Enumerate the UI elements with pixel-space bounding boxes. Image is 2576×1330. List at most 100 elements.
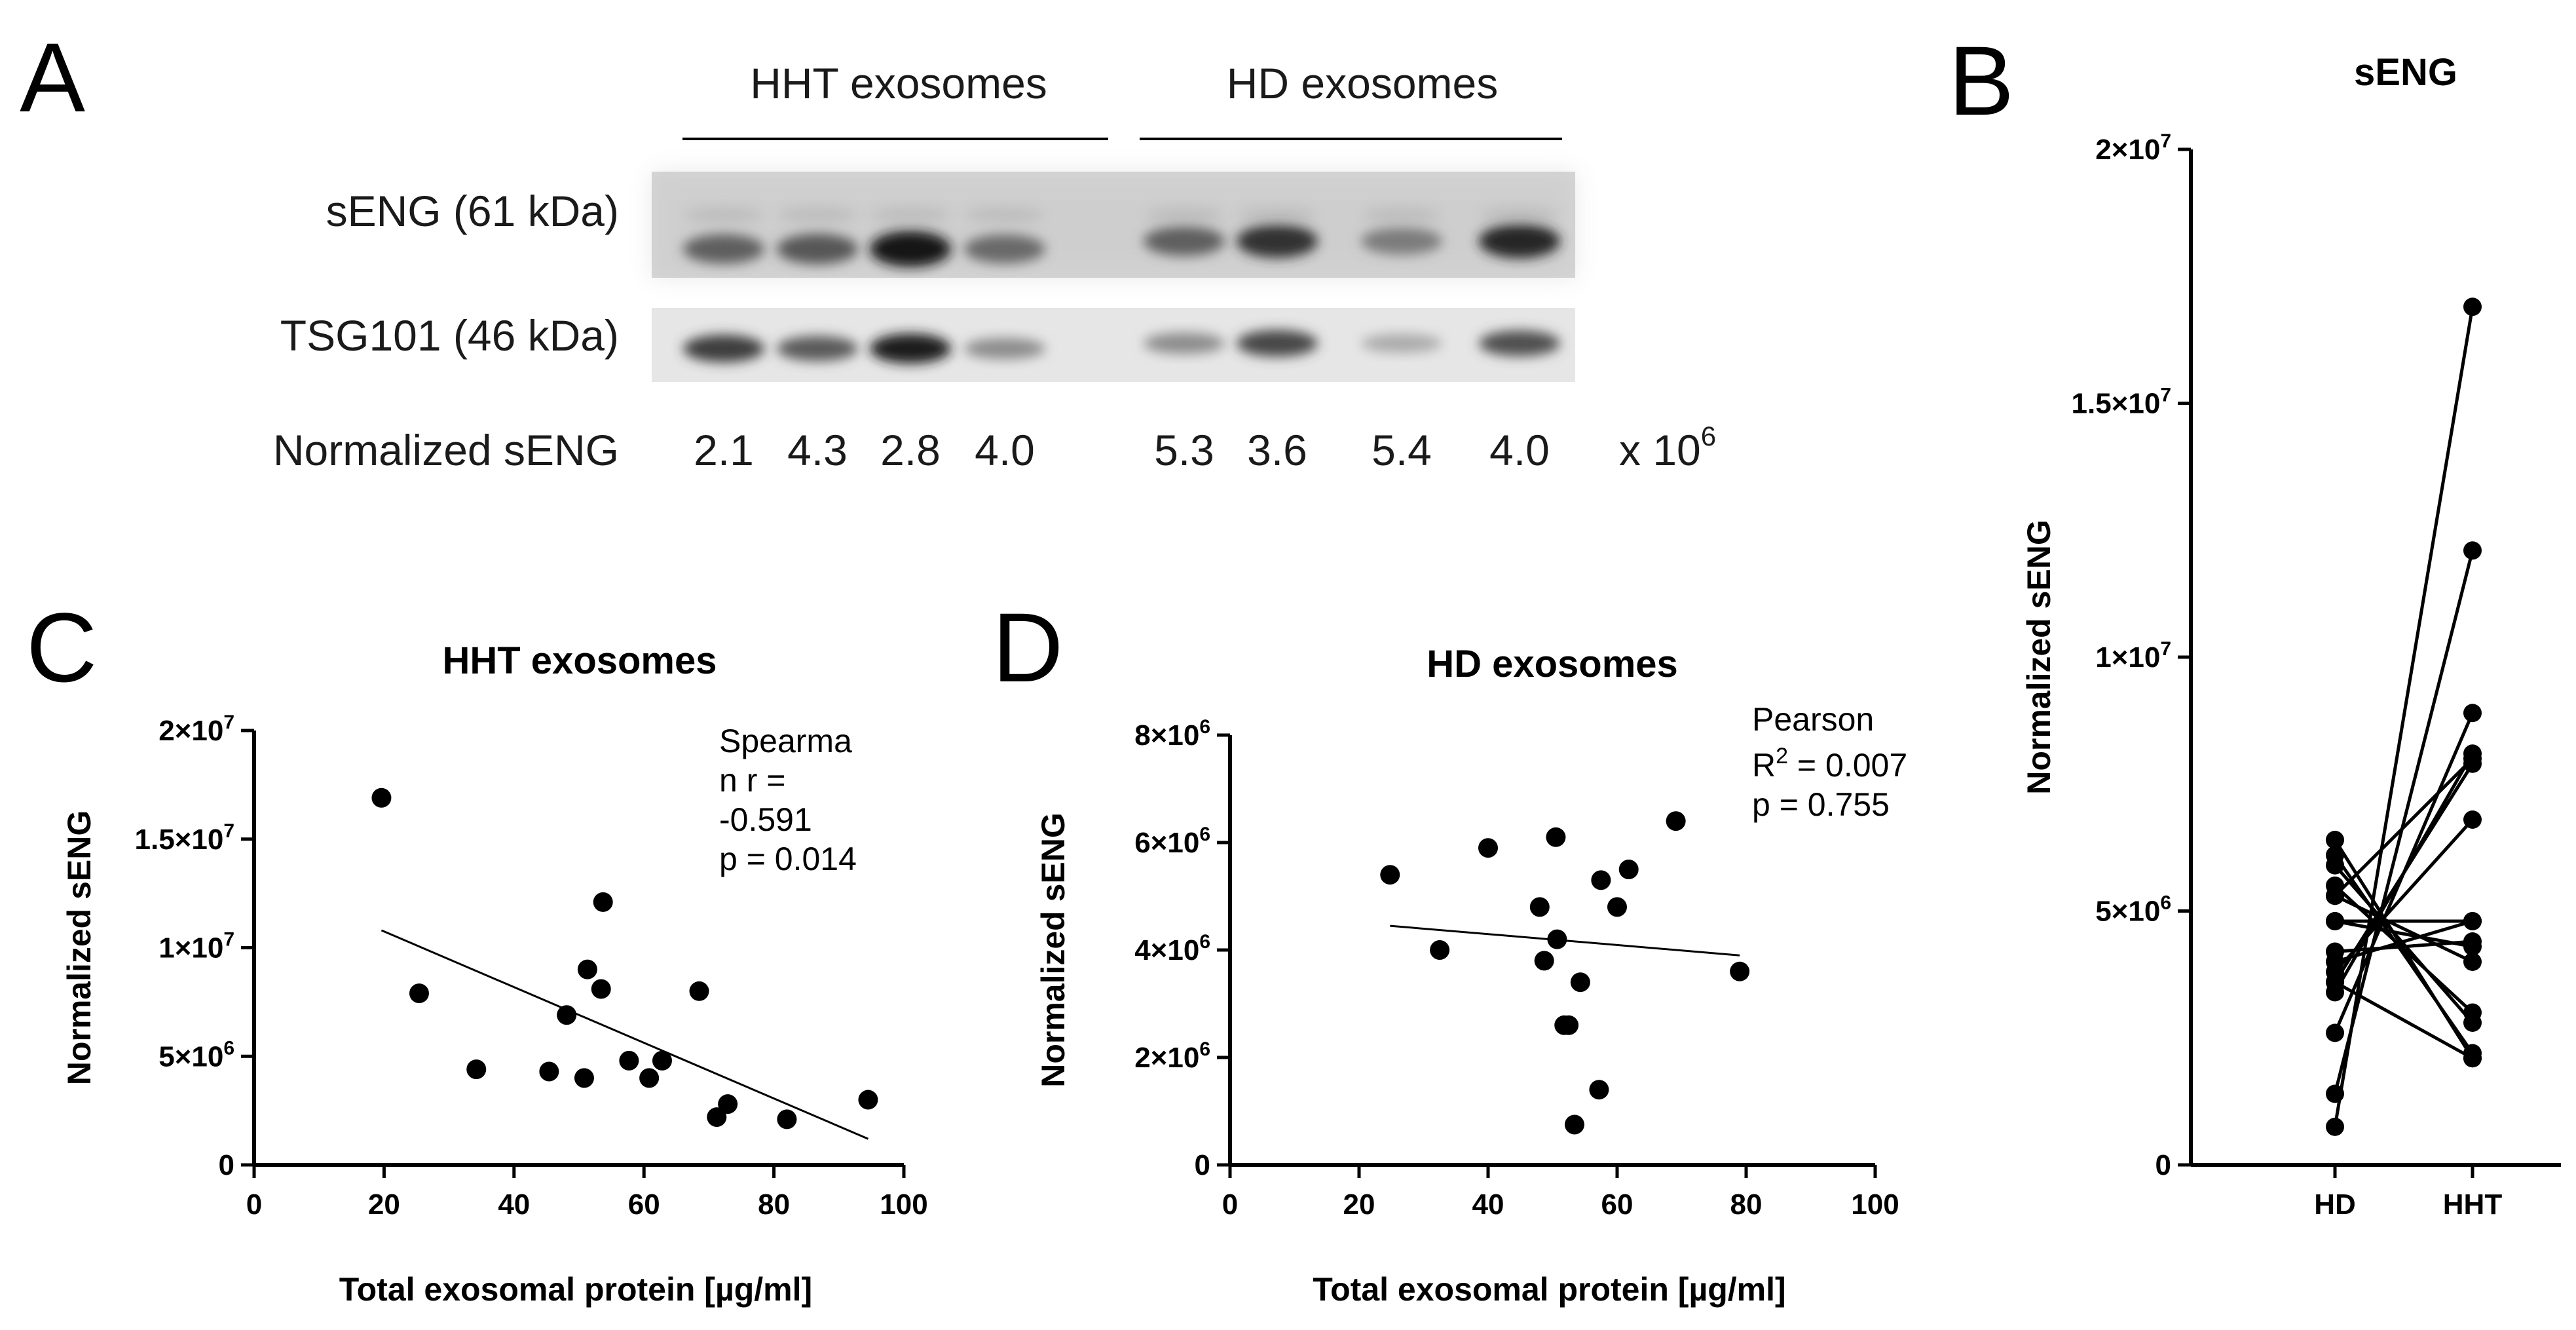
- data-point: [1730, 961, 1750, 981]
- x-tick-label: 60: [1601, 1188, 1633, 1221]
- chart-title: sENG: [2354, 51, 2457, 94]
- data-point: [1570, 972, 1590, 993]
- x-tick-label: 40: [1472, 1188, 1504, 1221]
- data-point: [409, 983, 429, 1004]
- x-tick-label: 60: [628, 1188, 660, 1221]
- blot-band-tsg101: [870, 333, 951, 364]
- data-point-hd: [2326, 973, 2344, 991]
- data-point-hd: [2326, 886, 2344, 905]
- normalized-seng-value: 3.6: [1247, 426, 1307, 474]
- x-tick-label: 20: [368, 1188, 400, 1221]
- paired-line: [2334, 818, 2474, 974]
- y-tick-label: 4×106: [1134, 931, 1210, 966]
- blot-band-tsg101: [777, 335, 858, 362]
- data-point: [1607, 897, 1627, 917]
- normalized-seng-values: 2.1 4.3 2.8 4.0 5.3 3.6 5.4 4.0: [694, 426, 1550, 474]
- blot-band-seng: [777, 233, 858, 265]
- blot-row-label-tsg101: TSG101 (46 kDa): [280, 311, 619, 360]
- paired-line: [2334, 757, 2474, 898]
- data-point-hht: [2463, 704, 2482, 723]
- paired-line: [2334, 864, 2474, 1024]
- paired-line: [2334, 980, 2474, 1060]
- data-point: [1529, 897, 1550, 917]
- y-tick-label: 8×106: [1134, 716, 1210, 751]
- blot-bands-seng: [683, 207, 1560, 267]
- data-point-hd: [2326, 831, 2344, 849]
- stats-annotation: Spearma n r = -0.591 p = 0.014: [719, 723, 857, 877]
- blot-band-seng: [870, 231, 951, 267]
- data-point: [539, 1061, 559, 1082]
- data-point: [1618, 860, 1639, 879]
- x-tick-label: 0: [246, 1188, 262, 1221]
- data-point-hd: [2326, 1117, 2344, 1136]
- data-point: [591, 979, 611, 999]
- data-point: [639, 1068, 660, 1088]
- x-axis-label: Total exosomal protein [µg/ml]: [1313, 1271, 1785, 1308]
- panel-letter-b: B: [1949, 26, 2014, 136]
- panel-letter-d: D: [992, 592, 1063, 702]
- y-axis-label: Normalized sENG: [1035, 812, 1072, 1088]
- normalized-seng-value: 5.3: [1154, 426, 1214, 474]
- data-point-hd: [2326, 1023, 2344, 1042]
- y-tick-label: 6×106: [1134, 824, 1210, 859]
- blot-band-seng: [1144, 226, 1225, 256]
- y-axis-label: Normalized sENG: [2021, 520, 2057, 795]
- western-blot: HHT exosomes HD exosomes sENG (61 kDa) T…: [273, 59, 1716, 474]
- chart-hd-scatter: HD exosomes 0 20 40 60 80 100 0 2×106 4×106 6×106 8…: [1035, 643, 1907, 1308]
- data-point: [652, 1050, 672, 1071]
- y-tick-label: 5×106: [2095, 892, 2171, 928]
- blot-band-seng: [964, 235, 1045, 263]
- y-tick-label: 2×106: [1134, 1038, 1210, 1074]
- data-point: [557, 1005, 577, 1025]
- paired-line: [2333, 550, 2474, 1095]
- blot-band-tsg101: [1144, 332, 1225, 354]
- chart-hht-scatter: HHT exosomes 0 20 40 60 80 100 0 5×106 1×107 1.5×1…: [61, 639, 928, 1308]
- normalized-seng-value: 4.0: [1489, 426, 1550, 474]
- blot-band-tsg101: [1237, 330, 1318, 357]
- x-tick-label: HHT: [2443, 1188, 2503, 1221]
- data-point: [1478, 838, 1498, 858]
- data-point-hd: [2326, 846, 2344, 865]
- chart-paired-seng: sENG 0 5×106 1×107 1.5×107 2×107 HD HHT Normaliz…: [2021, 51, 2561, 1221]
- y-axis-label: Normalized sENG: [61, 810, 98, 1086]
- data-point: [1564, 1114, 1584, 1135]
- data-point-hht: [2463, 937, 2482, 956]
- normalized-seng-value: 2.1: [694, 426, 754, 474]
- data-point-hht: [2463, 541, 2482, 560]
- data-point-hht: [2463, 1049, 2482, 1068]
- data-point-hd: [2326, 912, 2344, 930]
- blot-band-tsg101: [683, 335, 764, 362]
- panel-letter-a: A: [20, 22, 85, 132]
- x-tick-label: HD: [2314, 1188, 2356, 1221]
- normalized-seng-value: 4.0: [975, 426, 1035, 474]
- data-point-hht: [2463, 297, 2482, 316]
- chart-title: HHT exosomes: [442, 639, 717, 682]
- data-point-hht: [2463, 953, 2482, 971]
- blot-band-seng: [1237, 224, 1318, 258]
- data-point-hht: [2463, 750, 2482, 768]
- panel-letter-c: C: [26, 592, 97, 702]
- data-point: [577, 959, 597, 979]
- x-tick-label: 80: [758, 1188, 790, 1221]
- data-point: [1666, 811, 1686, 831]
- data-point: [1430, 940, 1450, 960]
- x-tick-label: 80: [1730, 1188, 1763, 1221]
- data-point: [619, 1050, 639, 1071]
- normalized-seng-value: 4.3: [787, 426, 848, 474]
- blot-bands-tsg101: [683, 330, 1560, 364]
- data-point: [1547, 929, 1567, 949]
- data-point-hht: [2463, 1014, 2482, 1032]
- data-point: [1534, 951, 1554, 971]
- y-tick-label: 2×107: [2095, 130, 2171, 166]
- y-tick-label: 5×106: [159, 1037, 234, 1073]
- blot-row-label-seng: sENG (61 kDa): [326, 187, 619, 235]
- normalized-seng-value: 5.4: [1372, 426, 1432, 474]
- data-point-hht: [2463, 810, 2482, 829]
- y-tick-label: 1.5×107: [135, 820, 235, 856]
- data-point: [1589, 1080, 1609, 1100]
- stats-annotation: Pearson: [1752, 701, 1874, 738]
- data-point: [593, 892, 613, 912]
- y-tick-label: 1.5×107: [2072, 385, 2172, 420]
- blot-band-tsg101: [1479, 330, 1560, 356]
